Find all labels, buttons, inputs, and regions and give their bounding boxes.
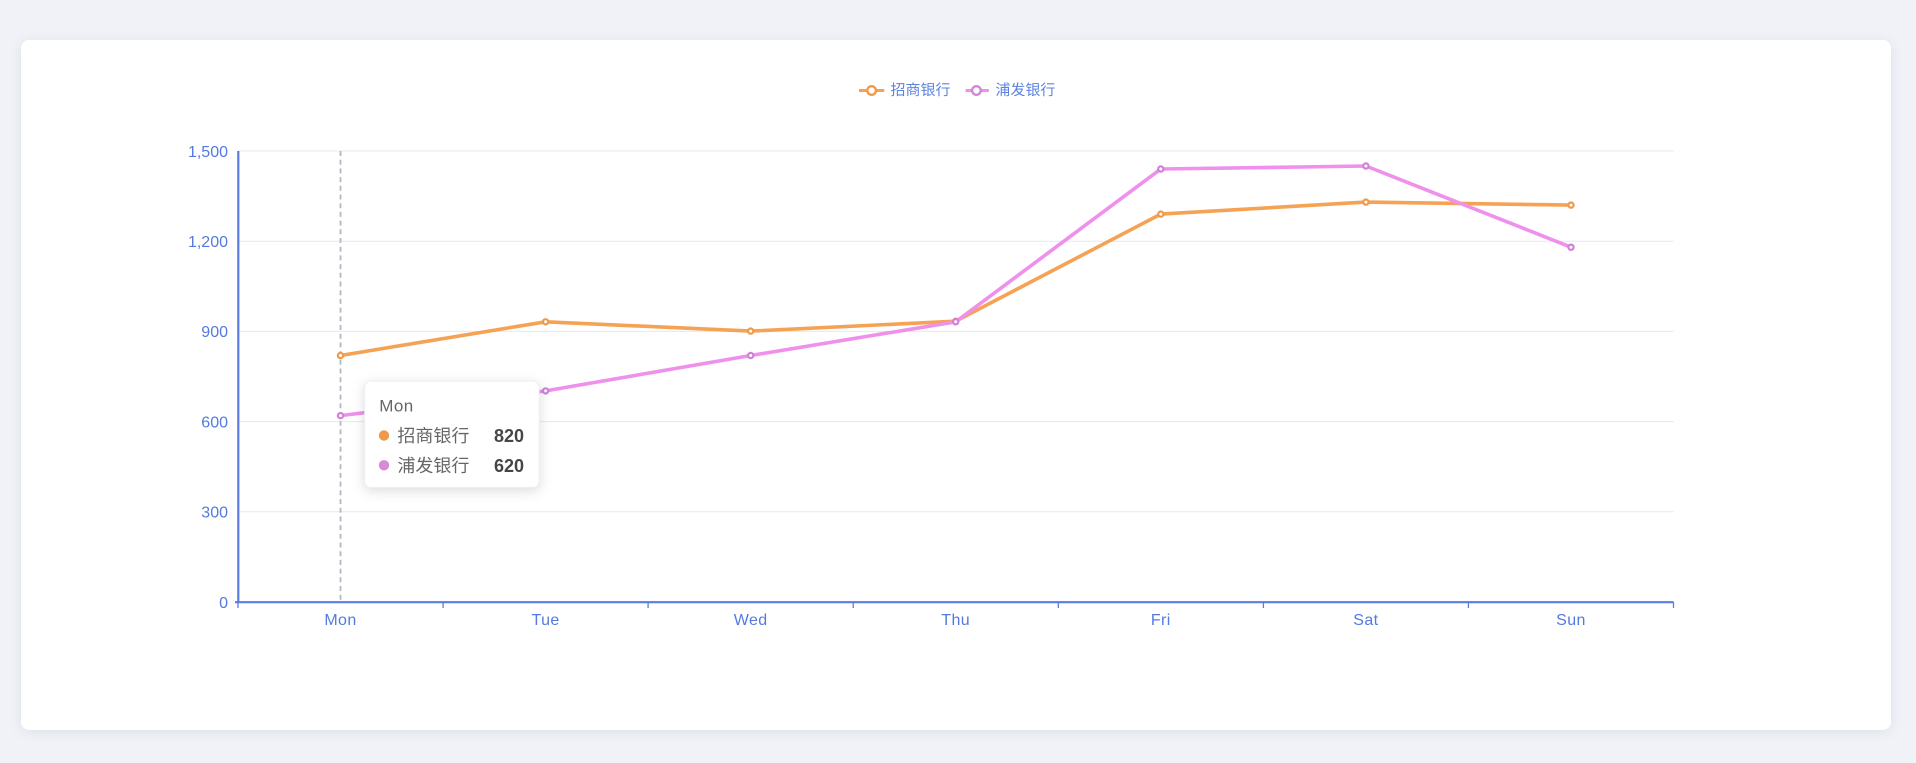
svg-text:300: 300 bbox=[201, 505, 228, 522]
svg-text:820: 820 bbox=[494, 426, 524, 446]
svg-text:Thu: Thu bbox=[941, 612, 970, 629]
svg-text:Fri: Fri bbox=[1151, 612, 1171, 629]
svg-text:Mon: Mon bbox=[379, 397, 414, 416]
svg-text:1,200: 1,200 bbox=[188, 234, 228, 251]
svg-text:600: 600 bbox=[201, 414, 228, 431]
svg-text:Sun: Sun bbox=[1556, 612, 1586, 629]
svg-text:900: 900 bbox=[201, 324, 228, 341]
svg-text:1,500: 1,500 bbox=[188, 144, 228, 161]
svg-text:0: 0 bbox=[219, 595, 228, 612]
svg-text:Wed: Wed bbox=[734, 612, 768, 629]
svg-text:Sat: Sat bbox=[1353, 612, 1378, 629]
svg-text:Tue: Tue bbox=[532, 612, 560, 629]
svg-text:620: 620 bbox=[494, 456, 524, 476]
svg-text:Mon: Mon bbox=[324, 612, 356, 629]
